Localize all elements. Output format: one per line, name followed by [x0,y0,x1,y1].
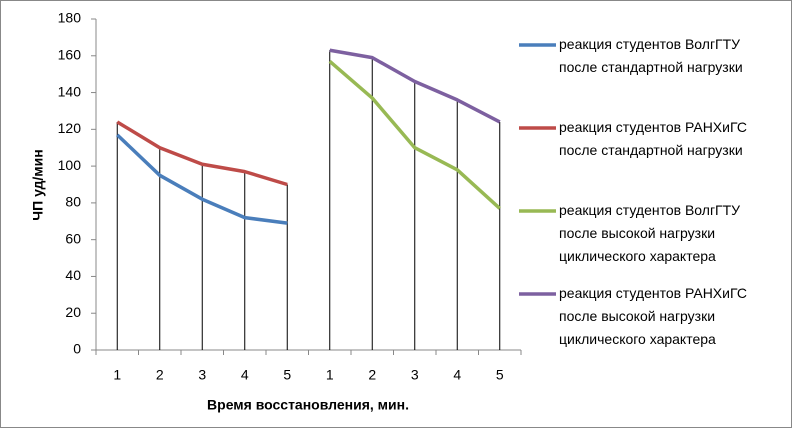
y-tick-label: 180 [58,10,82,26]
x-tick-label: 3 [411,367,419,383]
legend-label: реакция студентов РАНХиГС после высокой … [559,285,748,347]
y-axis-label: ЧП уд/мин [30,149,46,220]
series-line [116,133,288,225]
x-tick-label: 1 [326,367,334,383]
x-tick-label: 3 [198,367,206,383]
series-line [328,59,501,210]
y-tick-label: 140 [58,83,82,99]
series-line [116,120,288,187]
x-tick-label: 5 [496,367,504,383]
y-tick-label: 100 [58,157,82,173]
y-tick-label: 80 [65,194,81,210]
x-axis-label: Время восстановления, мин. [207,397,409,413]
x-tick-label: 2 [368,367,376,383]
series-line [329,48,501,124]
y-tick-label: 120 [58,120,82,136]
x-tick-label: 5 [283,367,291,383]
legend-label: реакция студентов ВолгГТУ после высокой … [559,202,741,264]
x-tick-label: 4 [453,367,461,383]
x-tick-label: 1 [113,367,121,383]
legend-label: реакция студентов РАНХиГС после стандарт… [559,119,748,158]
y-tick-label: 60 [65,230,81,246]
x-tick-label: 2 [156,367,164,383]
y-tick-label: 40 [65,267,81,283]
x-tick-label: 4 [241,367,249,383]
y-tick-label: 0 [73,341,81,357]
y-tick-label: 20 [65,304,81,320]
y-tick-label: 160 [58,46,82,62]
legend-label: реакция студентов ВолгГТУ после стандарт… [559,36,743,75]
